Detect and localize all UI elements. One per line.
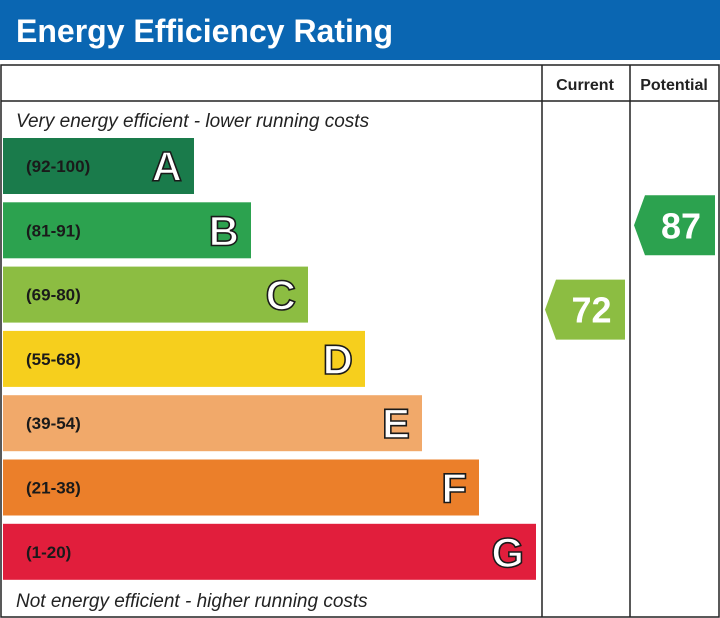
band-g: (1-20) G — [3, 523, 536, 580]
band-f-bar — [3, 459, 479, 516]
band-g-bar — [3, 523, 536, 580]
band-e-letter: E — [382, 400, 410, 447]
band-a: (92-100) A — [3, 138, 194, 194]
band-b-bar — [3, 202, 251, 259]
band-d-bar — [3, 330, 365, 387]
header-bar — [0, 0, 720, 60]
band-g-range: (1-20) — [26, 543, 71, 562]
potential-rating-marker-arrow — [634, 195, 715, 256]
band-d-letter: D — [323, 336, 353, 383]
current-column-header: Current — [556, 77, 614, 94]
band-c: (69-80) C — [3, 266, 308, 323]
current-rating-marker: 72 — [545, 279, 625, 340]
band-e-bar — [3, 395, 422, 452]
band-b-range: (81-91) — [26, 221, 81, 240]
band-f-range: (21-38) — [26, 479, 81, 498]
current-rating-marker-arrow — [545, 279, 625, 340]
rating-bands: (92-100) A (81-91) B (69-80) C (55-68) D (39-54)… — [3, 138, 536, 580]
band-c-bar — [3, 266, 308, 323]
band-e: (39-54) E — [3, 395, 422, 452]
top-caption: Very energy efficient - lower running co… — [16, 111, 370, 132]
current-rating-marker-value: 72 — [571, 290, 611, 331]
band-c-range: (69-80) — [26, 286, 81, 305]
band-b: (81-91) B — [3, 202, 251, 259]
band-d-range: (55-68) — [26, 350, 81, 369]
chart-title: Energy Efficiency Rating — [16, 13, 393, 49]
band-b-letter: B — [209, 207, 239, 254]
band-f: (21-38) F — [3, 459, 479, 516]
band-g-letter: G — [491, 529, 524, 576]
chart-frame — [0, 64, 720, 618]
band-a-letter: A — [152, 143, 182, 190]
bottom-caption: Not energy efficient - higher running co… — [16, 591, 368, 612]
frame-border — [0, 64, 720, 618]
band-a-bar — [3, 138, 194, 194]
band-e-range: (39-54) — [26, 414, 81, 433]
rating-markers: 72 87 — [545, 195, 715, 340]
potential-rating-marker: 87 — [634, 195, 715, 256]
potential-rating-marker-value: 87 — [661, 205, 701, 246]
band-d: (55-68) D — [3, 330, 365, 387]
band-f-letter: F — [441, 465, 467, 512]
potential-column-header: Potential — [640, 77, 708, 94]
band-c-letter: C — [266, 272, 296, 319]
band-a-range: (92-100) — [26, 157, 90, 176]
